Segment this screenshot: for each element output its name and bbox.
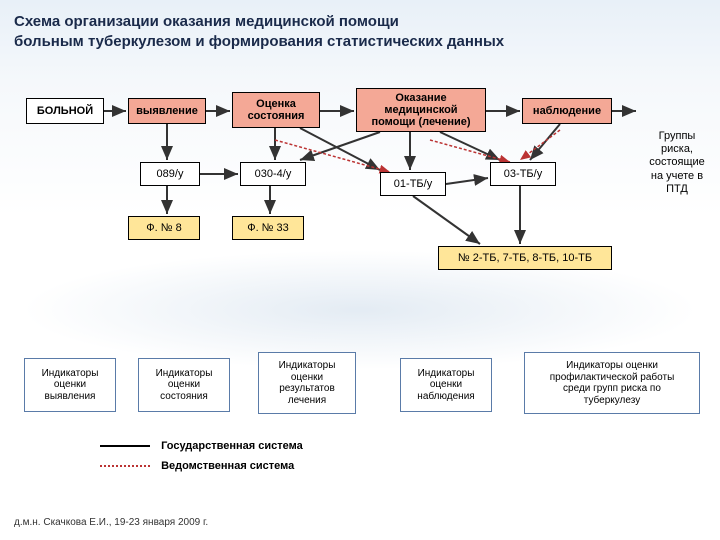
legend-line-solid: [100, 445, 150, 447]
title-line-2: больным туберкулезом и формирования стат…: [14, 32, 504, 52]
box-fn33: Ф. № 33: [232, 216, 304, 240]
box-patient: БОЛЬНОЙ: [26, 98, 104, 124]
legend-dept-label: Ведомственная система: [161, 460, 294, 472]
title-line-1: Схема организации оказания медицинской п…: [14, 12, 504, 32]
box-f01tb: 01-ТБ/у: [380, 172, 446, 196]
box-fn8: Ф. № 8: [128, 216, 200, 240]
box-assess: Оценка состояния: [232, 92, 320, 128]
indicator-1: Индикаторы оценки состояния: [138, 358, 230, 412]
footer-text: д.м.н. Скачкова Е.И., 19-23 января 2009 …: [14, 517, 208, 528]
box-ftb: № 2-ТБ, 7-ТБ, 8-ТБ, 10-ТБ: [438, 246, 612, 270]
box-f03tb: 03-ТБ/у: [490, 162, 556, 186]
indicator-4: Индикаторы оценки профилактической работ…: [524, 352, 700, 414]
legend-line-dotted: [100, 465, 150, 467]
legend-dept: Ведомственная система: [100, 460, 294, 472]
box-f030: 030-4/у: [240, 162, 306, 186]
indicator-0: Индикаторы оценки выявления: [24, 358, 116, 412]
indicator-2: Индикаторы оценки результатов лечения: [258, 352, 356, 414]
box-treat: Оказание медицинской помощи (лечение): [356, 88, 486, 132]
box-f089: 089/у: [140, 162, 200, 186]
box-detect: выявление: [128, 98, 206, 124]
indicator-3: Индикаторы оценки наблюдения: [400, 358, 492, 412]
side-groups-text: Группы риска, состоящие на учете в ПТД: [642, 130, 712, 196]
box-observe: наблюдение: [522, 98, 612, 124]
legend-gov: Государственная система: [100, 440, 303, 452]
legend-gov-label: Государственная система: [161, 440, 303, 452]
